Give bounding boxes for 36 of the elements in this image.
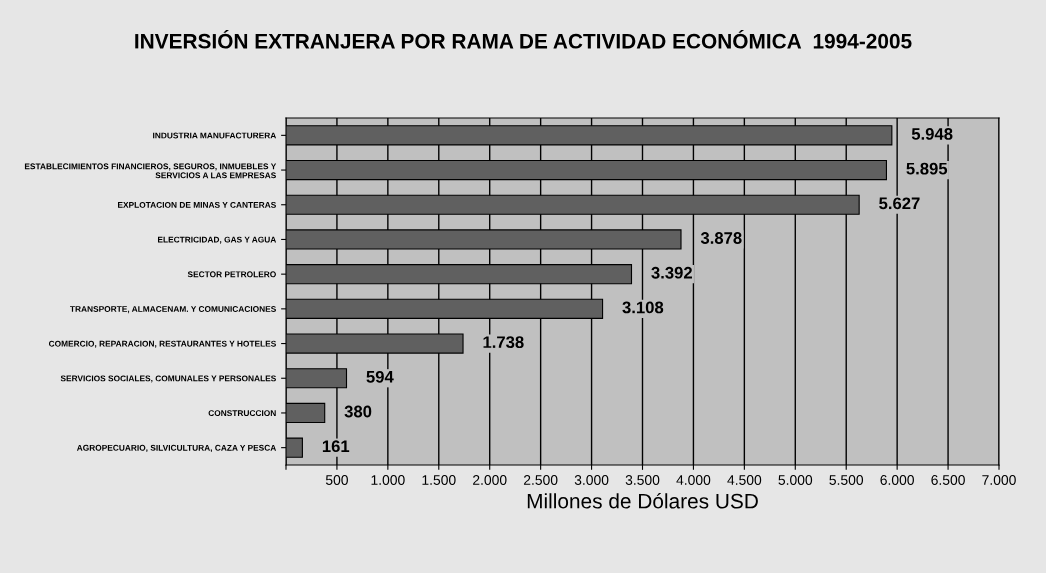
data-label: 3.392 — [651, 266, 692, 279]
x-tick-label: 1.000 — [371, 475, 405, 485]
y-tick-label: CONSTRUCCION — [208, 410, 276, 417]
y-tick-label: SERVICIOS SOCIALES, COMUNALES Y PERSONALES — [60, 375, 276, 383]
x-tick-label: 7.000 — [982, 475, 1016, 485]
x-tick-label: 3.000 — [574, 475, 609, 485]
x-tick-label: 6.000 — [880, 475, 914, 485]
x-tick-label: 2.500 — [523, 475, 558, 485]
x-tick-label: 5.000 — [778, 475, 813, 485]
y-tick-label: ELECTRICIDAD, GAS Y AGUA — [157, 236, 277, 244]
x-tick-label: 4.500 — [727, 475, 762, 485]
data-label: 3.108 — [622, 301, 664, 314]
y-tick-label: ESTABLECIMIENTOS FINANCIEROS, SEGUROS, INMUEBLES Y SERVICIOS A LAS EMPRESAS — [24, 163, 277, 179]
chart-title: INVERSIÓN EXTRANJERA POR RAMA DE ACTIVIDAD ECONÓMICA 1994-2005 — [135, 29, 912, 49]
data-label: 5.895 — [906, 162, 948, 175]
x-tick-label: 4.000 — [676, 475, 711, 485]
y-tick-label: AGROPECUARIO, SILVICULTURA, CAZA Y PESCA — [76, 444, 277, 452]
x-tick-label: 1.500 — [422, 475, 456, 485]
x-tick-label: 2.000 — [473, 475, 507, 485]
data-label: 3.878 — [700, 232, 742, 244]
x-axis-title: Millones de Dólares USD — [527, 492, 758, 509]
x-tick-label: 6.500 — [931, 475, 965, 485]
x-tick-label: 5.500 — [829, 475, 864, 485]
y-tick-label: COMERCIO, REPARACION, RESTAURANTES Y HOTELES — [48, 340, 276, 348]
y-tick-label: INDUSTRIA MANUFACTURERA — [153, 132, 277, 139]
y-tick-label: EXPLOTACION DE MINAS Y CANTERAS — [118, 201, 276, 208]
data-label: 5.948 — [911, 128, 953, 140]
y-tick-label: TRANSPORTE, ALMACENAM. Y COMUNICACIONES — [70, 306, 276, 314]
data-label: 5.627 — [879, 197, 920, 210]
data-label: 380 — [344, 405, 372, 418]
x-tick-label: 3.500 — [625, 475, 660, 485]
y-tick-label: SECTOR PETROLERO — [187, 271, 276, 278]
data-label: 594 — [366, 370, 394, 383]
data-label: 1.738 — [483, 336, 524, 349]
data-label: 161 — [322, 440, 350, 453]
x-tick-label: 500 — [325, 475, 348, 485]
